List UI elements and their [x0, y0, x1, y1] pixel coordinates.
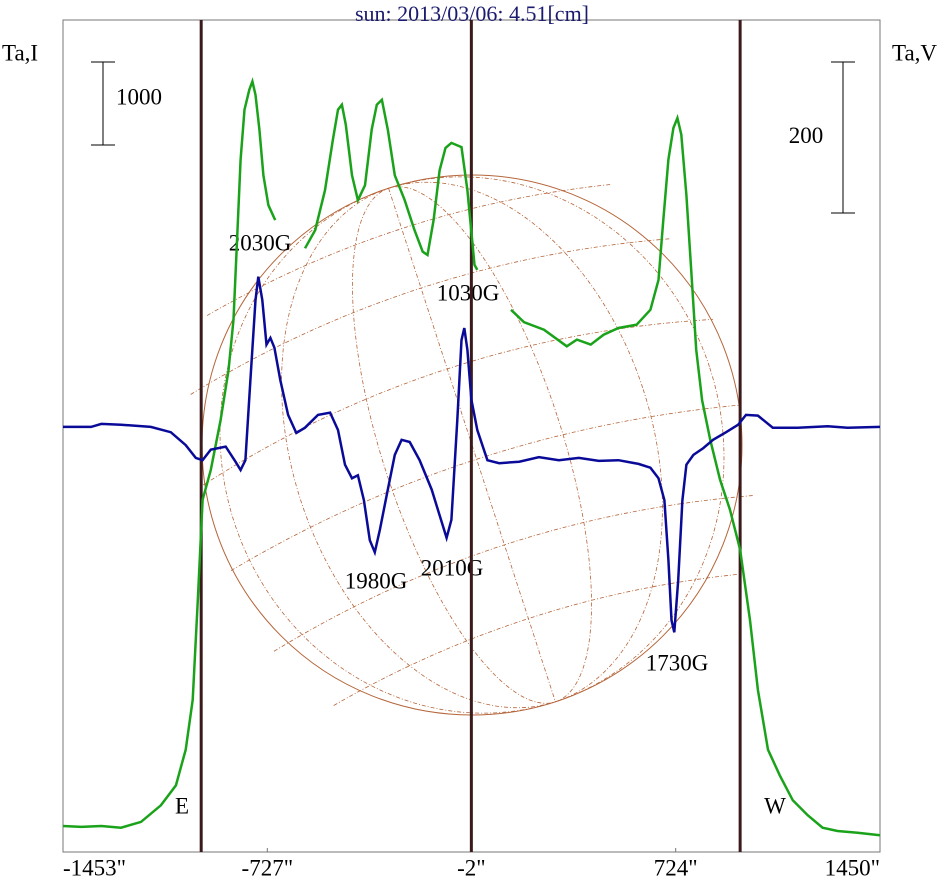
y2-axis-label: Ta,V	[892, 40, 937, 65]
annotation: 2030G	[229, 230, 292, 255]
annotation: W	[764, 793, 786, 818]
annotation: 2010G	[421, 555, 484, 580]
annotation: 1730G	[646, 650, 709, 675]
y-axis-label: Ta,I	[2, 40, 38, 65]
x-tick-label: -727"	[242, 855, 294, 880]
annotation: 1980G	[345, 568, 408, 593]
data-line	[62, 77, 881, 837]
x-tick-label: 724"	[654, 855, 698, 880]
x-tick-label: 1450"	[825, 855, 880, 880]
x-tick-label: -2"	[457, 855, 486, 880]
annotation: 1030G	[437, 280, 500, 305]
x-tick-label: -1453"	[63, 855, 126, 880]
scale-bar-label: 1000	[116, 85, 162, 110]
annotation: E	[175, 793, 189, 818]
data-line	[63, 276, 881, 633]
scale-bar-label: 200	[789, 123, 824, 148]
